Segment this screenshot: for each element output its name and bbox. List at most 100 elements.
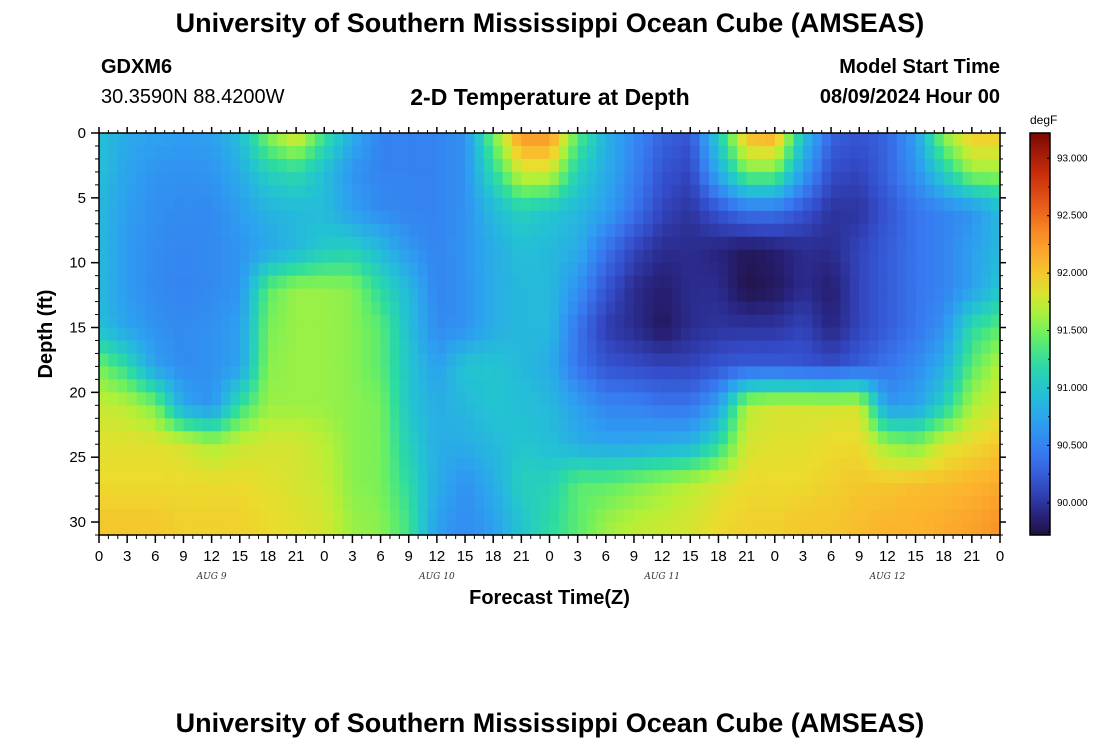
heat-cell: [371, 184, 382, 199]
heat-cell: [812, 483, 823, 497]
heat-cell: [812, 509, 823, 523]
heat-cell: [906, 392, 917, 406]
heat-cell: [812, 301, 823, 316]
heat-cell: [709, 288, 720, 303]
heat-cell: [117, 392, 128, 406]
heat-cell: [108, 444, 119, 458]
heat-cell: [202, 249, 213, 264]
heat-cell: [145, 223, 156, 238]
heat-cell: [671, 444, 682, 458]
heat-cell: [389, 431, 400, 445]
heat-cell: [211, 444, 222, 458]
heat-cell: [812, 366, 823, 380]
heat-cell: [784, 457, 795, 471]
heat-cell: [474, 405, 485, 419]
heat-cell: [652, 145, 663, 160]
heat-cell: [990, 262, 1001, 277]
heat-cell: [802, 340, 813, 355]
heat-cell: [502, 353, 513, 368]
heat-cell: [868, 301, 879, 316]
heat-cell: [615, 496, 626, 510]
heat-cell: [962, 197, 973, 212]
heat-cell: [934, 522, 945, 536]
heat-cell: [211, 236, 222, 251]
heat-cell: [802, 275, 813, 290]
heat-cell: [765, 483, 776, 497]
heat-cell: [530, 431, 541, 445]
heat-cell: [296, 288, 307, 303]
heat-cell: [446, 327, 457, 342]
heat-cell: [521, 431, 532, 445]
colorbar-scale: [1029, 132, 1051, 536]
heat-cell: [399, 444, 410, 458]
heat-cell: [990, 470, 1001, 484]
heat-cell: [465, 301, 476, 316]
heat-cell: [314, 197, 325, 212]
heat-cell: [662, 223, 673, 238]
x-tick-label: 9: [179, 548, 187, 565]
heat-cell: [352, 158, 363, 173]
heat-cell: [427, 158, 438, 173]
heat-cell: [802, 366, 813, 380]
heat-cell: [474, 431, 485, 445]
heat-cell: [418, 496, 429, 510]
heat-cell: [802, 223, 813, 238]
heat-cell: [343, 133, 354, 147]
heat-cell: [671, 405, 682, 419]
heat-cell: [99, 210, 109, 225]
heat-cell: [455, 340, 466, 355]
heat-cell: [633, 171, 644, 186]
heat-cell: [812, 249, 823, 264]
heat-cell: [380, 184, 391, 199]
heat-cell: [361, 392, 372, 406]
heat-cell: [605, 184, 616, 199]
heat-cell: [230, 340, 241, 355]
heat-cell: [793, 197, 804, 212]
heat-cell: [755, 314, 766, 329]
heat-cell: [671, 483, 682, 497]
heat-cell: [596, 340, 607, 355]
heat-cell: [690, 353, 701, 368]
heat-cell: [549, 249, 560, 264]
heat-cell: [192, 418, 203, 432]
heat-cell: [474, 392, 485, 406]
heat-cell: [127, 288, 138, 303]
heat-cell: [399, 184, 410, 199]
heat-cell: [727, 522, 738, 536]
heat-cell: [558, 327, 569, 342]
heat-cell: [699, 236, 710, 251]
heat-cell: [558, 210, 569, 225]
heat-cell: [755, 301, 766, 316]
heat-cell: [765, 457, 776, 471]
heat-cell: [164, 431, 175, 445]
heat-cell: [371, 470, 382, 484]
heat-cell: [671, 457, 682, 471]
heat-cell: [671, 340, 682, 355]
heat-cell: [652, 379, 663, 393]
heat-cell: [155, 158, 166, 173]
heat-cell: [877, 223, 888, 238]
heat-cell: [277, 288, 288, 303]
heat-cell: [343, 275, 354, 290]
heat-cell: [671, 301, 682, 316]
heat-cell: [530, 236, 541, 251]
heat-cell: [709, 171, 720, 186]
heat-cell: [568, 197, 579, 212]
heat-cell: [249, 496, 260, 510]
heat-cell: [934, 496, 945, 510]
heat-cell: [99, 470, 109, 484]
heat-cell: [352, 288, 363, 303]
heat-cell: [465, 171, 476, 186]
heat-cell: [924, 133, 935, 147]
heat-cell: [549, 522, 560, 536]
heat-cell: [493, 522, 504, 536]
heat-cell: [934, 236, 945, 251]
heat-cell: [877, 145, 888, 160]
y-tick-label: 30: [69, 514, 86, 531]
heat-cell: [746, 509, 757, 523]
heat-cell: [408, 145, 419, 160]
heat-cell: [333, 158, 344, 173]
heat-cell: [746, 327, 757, 342]
heat-cell: [267, 171, 278, 186]
heat-cell: [793, 210, 804, 225]
